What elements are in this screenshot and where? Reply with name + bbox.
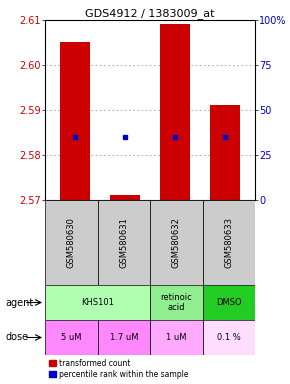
Bar	[97, 200, 150, 285]
Bar	[203, 320, 255, 355]
Text: 0.1 %: 0.1 %	[217, 333, 241, 342]
Text: 1.7 uM: 1.7 uM	[110, 333, 138, 342]
Text: dose: dose	[6, 333, 29, 343]
Text: GSM580633: GSM580633	[224, 217, 233, 268]
Text: DMSO: DMSO	[216, 298, 242, 307]
Text: KHS101: KHS101	[81, 298, 114, 307]
Title: GDS4912 / 1383009_at: GDS4912 / 1383009_at	[85, 8, 215, 19]
Bar	[203, 200, 255, 285]
Text: GSM580632: GSM580632	[172, 217, 181, 268]
Text: retinoic
acid: retinoic acid	[160, 293, 192, 312]
Bar	[45, 200, 97, 285]
Legend: transformed count, percentile rank within the sample: transformed count, percentile rank withi…	[49, 359, 188, 379]
Bar	[45, 320, 97, 355]
Bar	[150, 320, 203, 355]
Text: agent: agent	[6, 298, 34, 308]
Bar	[150, 200, 203, 285]
Bar	[97, 320, 150, 355]
Bar	[160, 25, 190, 200]
Bar	[203, 285, 255, 320]
Bar	[110, 195, 140, 200]
Text: 5 uM: 5 uM	[61, 333, 81, 342]
Bar	[45, 285, 150, 320]
Text: GSM580631: GSM580631	[119, 217, 128, 268]
Bar	[210, 106, 240, 200]
Bar	[60, 43, 90, 200]
Text: 1 uM: 1 uM	[166, 333, 186, 342]
Bar	[150, 285, 203, 320]
Text: GSM580630: GSM580630	[67, 217, 76, 268]
